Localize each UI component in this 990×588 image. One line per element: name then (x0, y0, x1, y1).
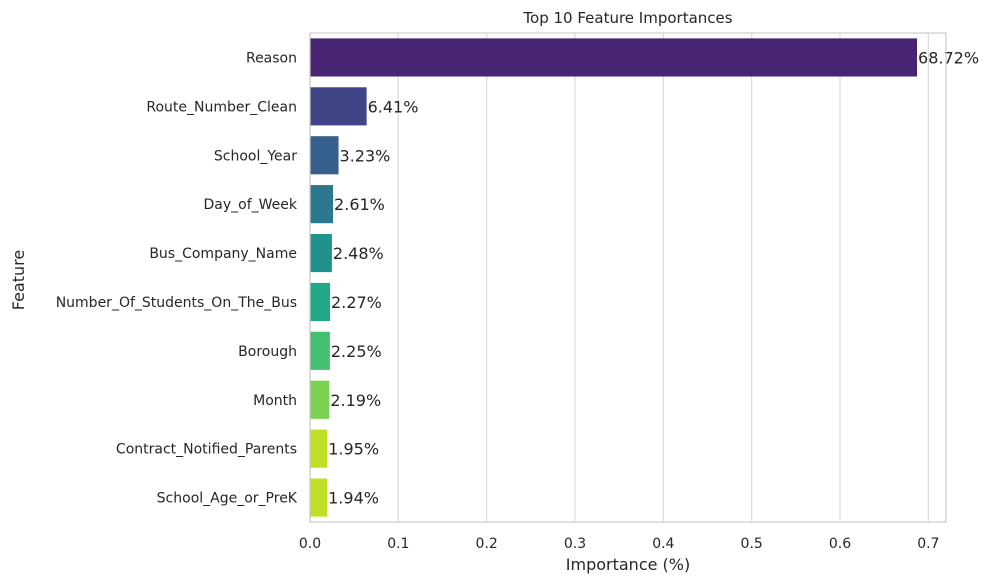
x-tick-label: 0.2 (476, 536, 498, 552)
bar (310, 380, 330, 419)
x-tick-label: 0.4 (652, 536, 674, 552)
y-tick-label: School_Year (214, 148, 297, 164)
bars (310, 38, 918, 517)
plot-frame (309, 32, 947, 523)
bar-data-label: 2.61% (334, 195, 385, 214)
bar-data-label: 6.41% (368, 97, 419, 116)
y-tick-label: Reason (246, 50, 297, 66)
bar-data-label: 2.48% (333, 244, 384, 263)
y-axis-label: Feature (9, 250, 28, 310)
bar-data-label: 2.19% (330, 391, 381, 410)
data-labels: 68.72% 6.41% 3.23% 2.61% 2.48% 2.27% 2.25% 2.19… (328, 48, 979, 507)
bar-data-label: 1.95% (328, 440, 379, 459)
x-tick-label: 0.3 (564, 536, 586, 552)
chart-title: Top 10 Feature Importances (522, 9, 732, 27)
bar-data-label: 2.25% (331, 342, 382, 361)
y-tick-label: Day_of_Week (204, 197, 298, 213)
bar (310, 136, 339, 175)
bar (310, 478, 328, 517)
y-tick-label: Borough (238, 344, 297, 360)
x-axis-label: Importance (%) (566, 555, 690, 574)
y-tick-label: Contract_Notified_Parents (116, 442, 297, 458)
x-tick-label: 0.5 (741, 536, 763, 552)
y-tick-label: Number_Of_Students_On_The_Bus (56, 295, 297, 311)
bar (310, 282, 331, 322)
y-tick-label: Month (253, 393, 297, 409)
gridlines (309, 33, 929, 522)
x-tick-label: 0.6 (829, 536, 851, 552)
x-tick-labels: 0.0 0.1 0.2 0.3 0.4 0.5 0.6 0.7 (299, 536, 940, 552)
bar (310, 331, 330, 370)
y-tick-label: Bus_Company_Name (149, 246, 297, 262)
bar-data-label: 1.94% (328, 489, 379, 508)
y-tick-label: Route_Number_Clean (146, 99, 297, 115)
bar (310, 185, 334, 224)
bar-data-label: 3.23% (340, 146, 391, 165)
y-tick-labels: Reason Route_Number_Clean School_Year Day_o… (56, 50, 298, 506)
bar (310, 233, 332, 273)
bar (310, 87, 367, 126)
bar (310, 429, 328, 468)
x-tick-label: 0.7 (917, 536, 939, 552)
bar (310, 38, 918, 77)
x-tick-label: 0.0 (299, 536, 321, 552)
y-tick-label: School_Age_or_PreK (157, 491, 298, 507)
x-tick-label: 0.1 (387, 536, 409, 552)
bar-data-label: 2.27% (331, 293, 382, 312)
bar-data-label: 68.72% (918, 48, 979, 67)
